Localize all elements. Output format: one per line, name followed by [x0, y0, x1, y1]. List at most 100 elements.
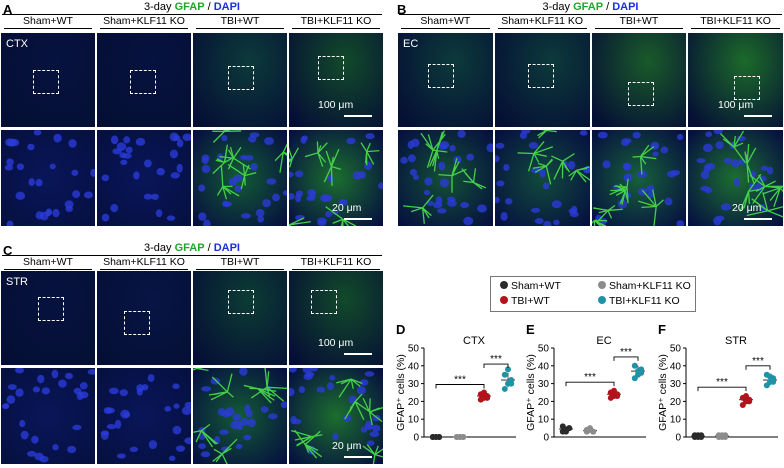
zoom-region-box [228, 66, 254, 90]
nucleus [332, 433, 339, 441]
astrocyte-process [746, 210, 769, 217]
astrocyte-process [607, 208, 623, 212]
nucleus [477, 204, 487, 213]
nucleus [15, 368, 24, 374]
column-title: TBI+KLF11 KO [300, 15, 372, 27]
astrocyte-process [220, 164, 224, 187]
significance-bracket [613, 356, 639, 361]
scale-label-overview: 100 μm [318, 337, 354, 349]
zoom-image [688, 130, 783, 226]
nucleus [412, 174, 419, 180]
nucleus [542, 220, 552, 226]
zoom-image [398, 130, 493, 226]
nucleus [148, 440, 158, 450]
astrocyte-process [257, 388, 272, 404]
data-point [770, 378, 777, 385]
nucleus [176, 163, 183, 173]
nucleus [632, 131, 641, 139]
astrocyte-process [652, 206, 657, 226]
nucleus [135, 137, 146, 146]
cell-texture [101, 132, 191, 222]
nucleus [504, 198, 513, 205]
overview-image [97, 33, 191, 127]
astrocyte-process [274, 151, 284, 162]
nucleus [369, 431, 380, 438]
nucleus [248, 135, 257, 143]
data-point [767, 373, 773, 380]
astrocyte-process [368, 398, 371, 413]
zoom-image [193, 130, 287, 226]
astrocyte-process [323, 166, 333, 183]
astrocyte-process [472, 168, 477, 183]
astrocyte-process [374, 454, 383, 458]
legend-marker [500, 281, 508, 290]
nucleus [119, 389, 128, 397]
significance-bracket [745, 365, 771, 370]
y-tick-label: 30 [670, 379, 682, 390]
column-rule [100, 269, 188, 270]
nucleus [33, 130, 42, 136]
nucleus [217, 408, 227, 416]
nucleus [120, 409, 130, 419]
nucleus [301, 135, 309, 141]
zoom-region-box [428, 64, 454, 88]
astrocyte-process [212, 130, 225, 143]
nucleus [52, 444, 59, 451]
y-tick-label: 40 [670, 361, 682, 372]
astrocyte-process [369, 406, 383, 413]
nucleus [243, 154, 254, 161]
data-point [566, 425, 573, 432]
y-tick-label: 50 [538, 344, 550, 355]
nucleus [20, 430, 29, 440]
nucleus [170, 172, 180, 179]
zoom-region-box [318, 56, 344, 80]
astrocyte-process [372, 454, 376, 464]
astrocyte-process [639, 146, 654, 158]
nucleus [432, 201, 443, 209]
astrocyte-process [733, 130, 745, 148]
nucleus [320, 194, 330, 203]
astrocyte-process [473, 181, 487, 189]
astrocyte-process [420, 132, 434, 151]
nucleus [7, 384, 17, 390]
astrocyte-process [639, 144, 649, 157]
nucleus [260, 406, 269, 413]
heading-dapi: DAPI [213, 1, 240, 13]
astrocyte-process [596, 210, 608, 223]
astrocyte-process [354, 401, 365, 421]
astrocyte-process [752, 186, 766, 204]
scale-bar-overview [344, 115, 372, 117]
nucleus [623, 173, 633, 182]
nucleus [364, 423, 374, 430]
nucleus [496, 180, 505, 187]
astrocyte-process [350, 378, 361, 388]
y-axis-label: GFAP⁺ cells (%) [657, 354, 669, 431]
y-tick-label: 20 [408, 397, 420, 408]
significance-bracket [483, 363, 509, 369]
chart-panel-label: D [396, 322, 405, 337]
astrocyte-process [338, 378, 352, 398]
astrocyte-process [294, 429, 306, 445]
nucleus [289, 171, 294, 178]
scale-label-zoom: 20 μm [332, 440, 362, 452]
column-rule [401, 28, 490, 29]
cell-texture [4, 130, 95, 226]
nucleus [240, 213, 251, 219]
astrocyte-process [195, 430, 203, 443]
nucleus [68, 139, 77, 148]
astrocyte-process [330, 166, 333, 186]
nucleus [338, 198, 346, 205]
astrocyte-process [749, 174, 766, 188]
astrocyte-process [330, 156, 334, 167]
data-point [484, 394, 491, 401]
astrocyte-process [294, 435, 312, 441]
y-tick-label: 40 [538, 361, 550, 372]
chart-title: EC [596, 335, 611, 347]
astrocyte-process [279, 152, 284, 173]
nucleus [232, 413, 242, 421]
significance-label: *** [716, 377, 728, 388]
data-point [638, 369, 645, 376]
nucleus [45, 209, 52, 216]
astrocyte-process [243, 384, 259, 390]
overview-image [688, 33, 783, 127]
